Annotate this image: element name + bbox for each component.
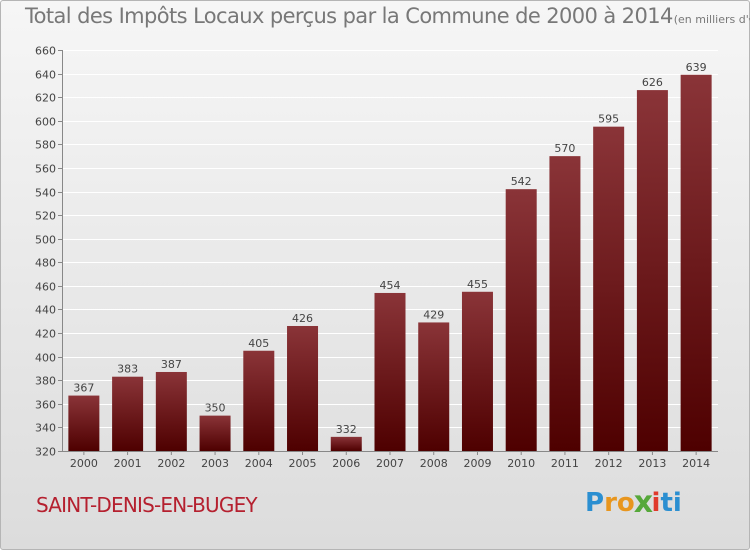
- x-tick-label: 2007: [376, 457, 404, 470]
- y-tick-label: 360: [35, 399, 56, 412]
- bar: [374, 292, 406, 451]
- title-text: Total des Impôts Locaux perçus par la Co…: [25, 4, 673, 28]
- data-label: 595: [598, 113, 619, 126]
- x-tick-label: 2008: [420, 457, 448, 470]
- y-tick-label: 500: [35, 234, 56, 247]
- data-label: 332: [336, 423, 357, 436]
- y-tick-label: 380: [35, 375, 56, 388]
- y-tick-label: 320: [35, 446, 56, 459]
- title-unit: (en milliers d'€): [673, 13, 750, 26]
- bar: [461, 291, 493, 451]
- bar: [680, 74, 712, 452]
- x-tick-label: 2011: [551, 457, 579, 470]
- data-label: 455: [467, 278, 488, 291]
- data-label: 639: [686, 61, 707, 74]
- data-label: 570: [554, 142, 575, 155]
- data-label: 626: [642, 76, 663, 89]
- x-tick-label: 2010: [507, 457, 535, 470]
- commune-name: SAINT-DENIS-EN-BUGEY: [36, 493, 258, 517]
- y-tick-label: 540: [35, 187, 56, 200]
- data-label: 426: [292, 312, 313, 325]
- bar: [287, 325, 319, 451]
- data-label: 367: [73, 382, 94, 395]
- bar: [418, 322, 450, 451]
- x-tick-label: 2012: [595, 457, 623, 470]
- bar: [112, 376, 144, 451]
- data-label: 383: [117, 363, 138, 376]
- y-tick-label: 480: [35, 257, 56, 270]
- bar: [243, 350, 275, 451]
- bar: [330, 436, 362, 451]
- data-label: 454: [380, 279, 401, 292]
- data-label: 350: [205, 402, 226, 415]
- x-tick-label: 2009: [463, 457, 491, 470]
- x-tick-label: 2003: [201, 457, 229, 470]
- y-tick-label: 600: [35, 116, 56, 129]
- data-label: 542: [511, 175, 532, 188]
- logo-letter: P: [585, 488, 605, 518]
- y-tick-label: 340: [35, 422, 56, 435]
- logo-letter: t: [660, 488, 673, 518]
- logo-letter: i: [672, 488, 682, 518]
- y-tick-label: 400: [35, 352, 56, 365]
- bar: [505, 189, 537, 451]
- bar: [155, 371, 187, 451]
- data-label: 405: [248, 337, 269, 350]
- axes: 320 340 360 380 400 420 440 460 480 500 520 540 560 5…: [35, 45, 718, 470]
- logo-letter: o: [616, 488, 635, 518]
- x-tick-label: 2006: [332, 457, 360, 470]
- x-tick-label: 2005: [289, 457, 317, 470]
- bars: 367 383 387 350 405 426 332 454 429 455 542 570 595 6…: [68, 61, 712, 452]
- y-tick-label: 440: [35, 304, 56, 317]
- logo-letter: r: [604, 488, 617, 518]
- bar: [593, 126, 625, 451]
- x-tick-label: 2002: [157, 457, 185, 470]
- logo-letter: x: [633, 485, 653, 521]
- y-tick-label: 580: [35, 139, 56, 152]
- y-tick-label: 420: [35, 328, 56, 341]
- x-tick-label: 2004: [245, 457, 273, 470]
- bar: [636, 90, 668, 451]
- bar: [549, 156, 581, 451]
- y-tick-label: 620: [35, 92, 56, 105]
- y-tick-label: 660: [35, 45, 56, 58]
- proxiti-logo: Proxiti: [585, 485, 682, 521]
- y-tick-label: 640: [35, 69, 56, 82]
- bar-chart: 320 340 360 380 400 420 440 460 480 500 520 540 560 5…: [35, 45, 718, 470]
- y-tick-label: 460: [35, 281, 56, 294]
- y-tick-label: 520: [35, 210, 56, 223]
- data-label: 429: [423, 308, 444, 321]
- x-tick-label: 2013: [638, 457, 666, 470]
- logo-letter: i: [651, 488, 661, 518]
- bar: [68, 395, 100, 451]
- x-tick-label: 2014: [682, 457, 710, 470]
- data-label: 387: [161, 358, 182, 371]
- y-tick-label: 560: [35, 163, 56, 176]
- chart-title: Total des Impôts Locaux perçus par la Co…: [25, 4, 750, 28]
- x-tick-label: 2001: [114, 457, 142, 470]
- x-tick-label: 2000: [70, 457, 98, 470]
- bar: [199, 415, 231, 451]
